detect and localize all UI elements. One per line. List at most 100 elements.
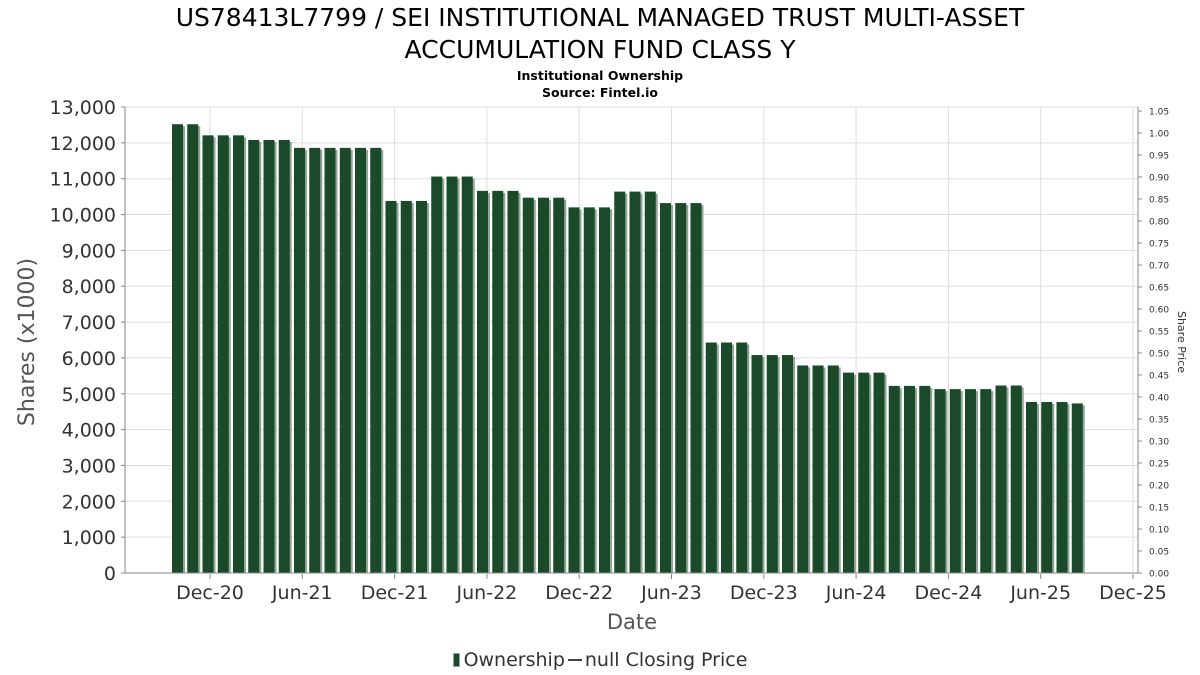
ownership-bar: [248, 139, 260, 573]
y2-tick-label: 0.75: [1149, 240, 1169, 250]
ownership-bar: [843, 372, 854, 573]
ownership-bar: [675, 203, 687, 573]
ownership-bar: [980, 389, 992, 573]
ownership-bar: [965, 389, 976, 573]
y2-tick-label: 0.55: [1149, 328, 1169, 338]
axes-group: [124, 107, 1139, 574]
ownership-chart: 0 1,000 2,000 3,000 4,000 5,000 6,000 7,000 8,00…: [15, 97, 1188, 634]
x-axis-ticks: Dec-20 Jun-21 Dec-21 Jun-22 Dec-22 Jun-23 Dec-…: [176, 574, 1167, 604]
ownership-bar: [492, 190, 504, 573]
ownership-bar: [1026, 402, 1037, 573]
x-tick-label: Jun-25: [1009, 582, 1071, 604]
y2-tick-label: 0.80: [1149, 218, 1169, 228]
y2-tick-label: 0.30: [1149, 438, 1169, 448]
x-axis-label: Date: [607, 610, 657, 634]
ownership-bar: [553, 197, 565, 573]
y2-tick-label: 1.00: [1149, 130, 1169, 140]
y2-tick-label: 0.15: [1149, 504, 1169, 514]
ownership-bar: [827, 365, 839, 573]
ownership-bar: [522, 197, 534, 573]
y-tick-label: 9,000: [62, 240, 116, 262]
ownership-bar: [919, 385, 931, 573]
ownership-bar: [324, 147, 336, 573]
x-tick-label: Jun-22: [456, 582, 518, 604]
y2-tick-label: 0.65: [1149, 284, 1169, 294]
ownership-bar: [461, 176, 473, 573]
y2-tick-label: 0.90: [1149, 174, 1169, 184]
ownership-bar: [416, 200, 427, 573]
ownership-bar: [583, 207, 595, 573]
ownership-bar: [355, 147, 366, 573]
y-tick-label: 2,000: [62, 491, 116, 513]
x-tick-label: Dec-24: [914, 582, 982, 604]
y2-tick-label: 0.20: [1149, 482, 1169, 492]
chart-title-line-1: US78413L7799 / SEI INSTITUTIONAL MANAGED…: [175, 3, 1025, 32]
ownership-bar: [233, 135, 244, 573]
chart-subtitle: Institutional Ownership: [516, 68, 684, 83]
ownership-bar: [263, 139, 275, 573]
y2-tick-label: 0.40: [1149, 394, 1169, 404]
x-tick-label: Dec-25: [1099, 582, 1167, 604]
x-tick-label: Dec-20: [176, 582, 244, 604]
y-tick-label: 11,000: [50, 169, 116, 191]
ownership-bar: [904, 385, 915, 573]
y2-tick-label: 0.00: [1149, 570, 1169, 580]
x-tick-label: Dec-21: [361, 582, 429, 604]
ownership-bar: [385, 200, 397, 573]
y2-axis-label: Share Price: [1175, 311, 1188, 373]
ownership-bar: [339, 147, 351, 573]
bars-group: [172, 124, 1085, 574]
ownership-bar: [370, 147, 382, 573]
y-axis-label: Shares (x1000): [15, 258, 40, 426]
price-legend-swatch: [567, 658, 582, 661]
x-tick-label: Jun-23: [640, 582, 702, 604]
ownership-bar: [431, 176, 443, 573]
y2-tick-label: 0.70: [1149, 262, 1169, 272]
y2-tick-label: 0.25: [1149, 460, 1169, 470]
y-tick-label: 12,000: [50, 133, 116, 155]
ownership-bar: [873, 372, 885, 573]
ownership-bar: [202, 135, 214, 573]
ownership-bar: [995, 385, 1007, 573]
chart-title-line-2: ACCUMULATION FUND CLASS Y: [404, 35, 796, 64]
x-tick-label: Dec-22: [545, 582, 613, 604]
ownership-legend-swatch: [452, 652, 460, 667]
y-tick-label: 7,000: [62, 312, 116, 334]
ownership-bar: [187, 124, 199, 574]
ownership-bar: [705, 342, 717, 573]
ownership-bar: [294, 147, 305, 573]
y-tick-label: 0: [104, 563, 116, 585]
ownership-bar: [1041, 402, 1053, 573]
ownership-bar: [766, 355, 778, 573]
ownership-bar: [568, 207, 580, 573]
ownership-bar: [888, 385, 900, 573]
y2-tick-label: 1.05: [1149, 108, 1169, 118]
y2-tick-label: 0.10: [1149, 526, 1169, 536]
x-tick-label: Jun-21: [271, 582, 333, 604]
y2-tick-label: 0.45: [1149, 372, 1169, 382]
ownership-bar: [614, 191, 626, 573]
ownership-bar: [1010, 385, 1022, 573]
ownership-bar: [477, 190, 488, 573]
y-tick-label: 5,000: [62, 384, 116, 406]
ownership-bar: [736, 342, 748, 573]
y2-tick-label: 0.50: [1149, 350, 1169, 360]
ownership-bar: [1071, 403, 1083, 573]
ownership-bar: [751, 355, 763, 573]
ownership-bar: [644, 191, 656, 573]
x-tick-label: Dec-23: [730, 582, 798, 604]
y-tick-label: 13,000: [50, 97, 116, 119]
ownership-bar: [934, 389, 946, 573]
ownership-bar: [217, 135, 229, 573]
y2-tick-label: 0.60: [1149, 306, 1169, 316]
ownership-bar: [278, 139, 290, 573]
ownership-bar: [949, 389, 961, 573]
ownership-bar: [172, 124, 183, 574]
ownership-bar: [538, 197, 549, 573]
price-legend-label: null Closing Price: [584, 648, 748, 671]
legend: Ownership null Closing Price: [0, 648, 1200, 671]
ownership-bar: [660, 203, 671, 573]
ownership-legend-label: Ownership: [463, 648, 565, 671]
ownership-bar: [599, 207, 610, 573]
ownership-bar: [629, 191, 641, 573]
